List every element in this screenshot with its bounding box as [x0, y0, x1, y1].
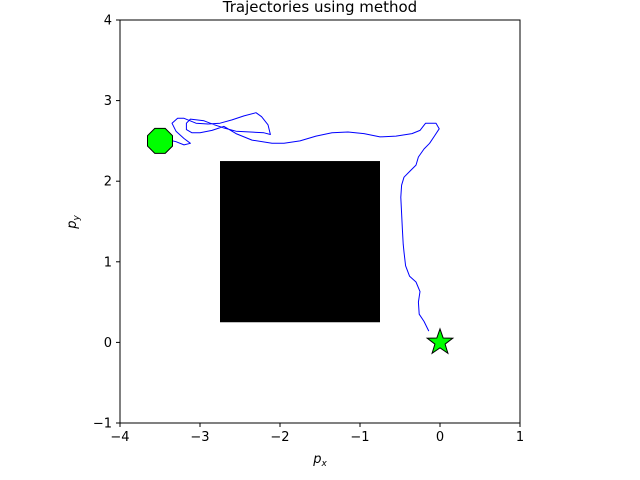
y-tick-label: 0: [104, 336, 112, 351]
x-tick-label: −3: [190, 430, 209, 445]
x-axis-title-base: p: [312, 452, 321, 467]
x-axis-title: px: [312, 452, 327, 469]
x-tick-label: −4: [110, 430, 129, 445]
x-axis: −4 −3 −2 −1 0 1: [110, 423, 524, 445]
y-axis: −1 0 1 2 3 4: [93, 14, 120, 432]
x-tick-label: 0: [436, 430, 444, 445]
obstacle-rect: [220, 161, 380, 323]
x-tick-label: 1: [516, 430, 524, 445]
y-tick-label: 4: [104, 14, 112, 29]
x-axis-title-subscript: x: [320, 459, 327, 469]
y-axis-title-subscript: y: [72, 215, 82, 222]
y-tick-label: 3: [104, 94, 112, 109]
x-tick-label: −2: [270, 430, 289, 445]
plot-area: [147, 112, 455, 355]
chart-title: Trajectories using method: [222, 0, 417, 16]
y-axis-title-base: p: [65, 221, 80, 230]
y-axis-title: py: [65, 215, 82, 230]
trajectory-line: [163, 112, 440, 332]
start-marker: [147, 127, 173, 154]
x-tick-label: −1: [350, 430, 369, 445]
y-tick-label: 2: [104, 175, 112, 190]
y-tick-label: 1: [104, 255, 112, 270]
axes-frame: [119, 19, 521, 424]
y-tick-label: −1: [93, 417, 112, 432]
goal-marker: [425, 327, 455, 355]
